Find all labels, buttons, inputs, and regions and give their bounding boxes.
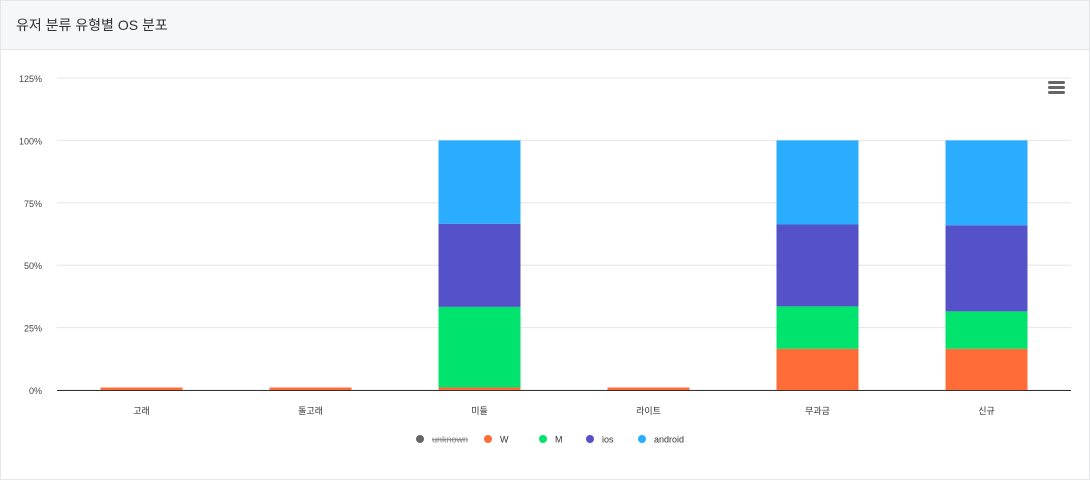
- bars: [100, 140, 1028, 390]
- hamburger-menu-icon[interactable]: [1048, 81, 1065, 94]
- x-tick-label: 무과금: [805, 406, 830, 416]
- x-tick-label: 돌고래: [298, 406, 323, 416]
- x-tick-label: 고래: [133, 406, 150, 416]
- legend-marker: [539, 435, 547, 443]
- bar-segment-w[interactable]: [100, 387, 183, 390]
- bar-segment-android[interactable]: [438, 140, 521, 224]
- grid-lines: [57, 77, 1071, 391]
- legend-item-m[interactable]: M: [539, 435, 563, 445]
- legend-item-w[interactable]: W: [484, 435, 509, 445]
- legend-label: M: [555, 435, 563, 445]
- bar-segment-w[interactable]: [269, 387, 352, 390]
- bar-segment-w[interactable]: [776, 348, 859, 390]
- bar-segment-ios[interactable]: [438, 223, 521, 307]
- y-tick-label: 125%: [19, 74, 42, 84]
- y-axis-ticks: 0% 25% 50% 75% 100% 125%: [19, 74, 42, 396]
- legend-marker: [586, 435, 594, 443]
- legend-marker: [416, 435, 424, 443]
- bar-segment-w[interactable]: [607, 387, 690, 390]
- bar-segment-w[interactable]: [945, 348, 1028, 390]
- y-tick-label: 25%: [24, 324, 42, 334]
- legend-label: android: [654, 435, 684, 445]
- x-axis-ticks: 고래 돌고래 미들 라이트 무과금 신규: [133, 406, 995, 416]
- x-tick-label: 라이트: [636, 406, 661, 416]
- legend-item-unknown[interactable]: unknown: [416, 435, 468, 445]
- bar-segment-ios[interactable]: [776, 224, 859, 307]
- bar-segment-m[interactable]: [945, 311, 1028, 349]
- legend-marker: [484, 435, 492, 443]
- chart-area: 0% 25% 50% 75% 100% 125% 고래 돌고래 미들 라이트 무과금 신규 unkn…: [1, 50, 1090, 481]
- stacked-bar-chart: 0% 25% 50% 75% 100% 125% 고래 돌고래 미들 라이트 무과금 신규 unkn…: [19, 74, 1071, 445]
- bar-segment-m[interactable]: [776, 306, 859, 349]
- y-tick-label: 75%: [24, 199, 42, 209]
- card-header: 유저 분류 유형별 OS 분포: [1, 1, 1089, 50]
- y-tick-label: 100%: [19, 136, 42, 146]
- y-tick-label: 50%: [24, 261, 42, 271]
- bar-segment-w[interactable]: [438, 387, 521, 390]
- legend-marker: [638, 435, 646, 443]
- x-tick-label: 미들: [471, 406, 488, 416]
- bar-segment-android[interactable]: [945, 140, 1028, 226]
- page-title: 유저 분류 유형별 OS 분포: [16, 17, 168, 33]
- bar-segment-ios[interactable]: [945, 225, 1028, 312]
- legend-item-android[interactable]: android: [638, 435, 684, 445]
- legend-label: W: [500, 435, 509, 445]
- bar-segment-m[interactable]: [438, 306, 521, 388]
- bar-segment-android[interactable]: [776, 140, 859, 225]
- x-tick-label: 신규: [978, 406, 995, 416]
- y-tick-label: 0%: [29, 386, 42, 396]
- legend-item-ios[interactable]: ios: [586, 435, 614, 445]
- legend-label: ios: [602, 435, 614, 445]
